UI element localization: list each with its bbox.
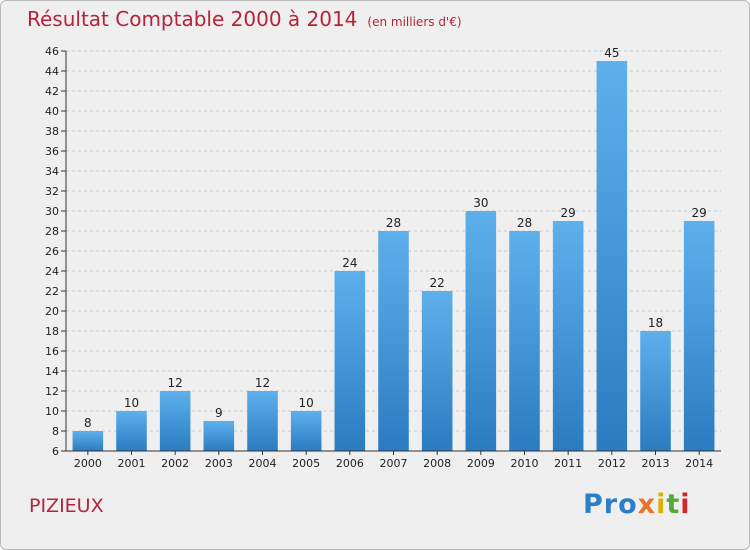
y-tick-label: 34 xyxy=(45,165,59,178)
bar-2007 xyxy=(378,231,409,451)
bar-2010 xyxy=(509,231,540,451)
x-tick-label: 2002 xyxy=(161,457,189,470)
y-tick-label: 40 xyxy=(45,105,59,118)
bar-value-label: 9 xyxy=(215,406,223,420)
y-tick-label: 42 xyxy=(45,85,59,98)
bar-value-label: 10 xyxy=(299,396,314,410)
bar-value-label: 22 xyxy=(430,276,445,290)
bar-2012 xyxy=(596,61,628,451)
bar-value-label: 29 xyxy=(561,206,576,220)
bar-value-label: 24 xyxy=(342,256,357,270)
y-tick-label: 36 xyxy=(45,145,59,158)
bars-group: 8 10 12 9 12 10 24 28 22 30 28 29 45 18 29 xyxy=(72,46,715,451)
y-tick-label: 32 xyxy=(45,185,59,198)
bar-2005 xyxy=(290,411,322,451)
bar-2003 xyxy=(203,421,235,451)
y-tick-label: 30 xyxy=(45,205,59,218)
bar-2011 xyxy=(552,221,584,451)
chart-title-text: Résultat Comptable 2000 à 2014 xyxy=(27,7,358,31)
bar-value-label: 12 xyxy=(255,376,270,390)
location-name: PIZIEUX xyxy=(29,495,104,517)
x-tick-label: 2003 xyxy=(205,457,233,470)
y-tick-label: 28 xyxy=(45,225,59,238)
x-tick-label: 2008 xyxy=(423,457,451,470)
x-tick-label: 2012 xyxy=(598,457,626,470)
y-tick-label: 24 xyxy=(45,265,59,278)
x-tick-label: 2010 xyxy=(511,457,539,470)
x-tick-label: 2004 xyxy=(249,457,277,470)
x-tick-label: 2005 xyxy=(292,457,320,470)
bar-value-label: 28 xyxy=(517,216,532,230)
bar-value-label: 10 xyxy=(124,396,139,410)
y-tick-label: 22 xyxy=(45,285,59,298)
bar-2006 xyxy=(334,271,366,451)
bar-value-label: 28 xyxy=(386,216,401,230)
bar-value-label: 30 xyxy=(473,196,488,210)
bar-2013 xyxy=(640,331,671,451)
bar-value-label: 12 xyxy=(168,376,183,390)
bar-2000 xyxy=(72,431,104,451)
bar-2009 xyxy=(465,211,497,451)
bar-2004 xyxy=(247,391,278,451)
bar-2001 xyxy=(116,411,147,451)
y-tick-label: 10 xyxy=(45,405,59,418)
chart-title: Résultat Comptable 2000 à 2014 (en millie… xyxy=(27,7,462,31)
x-tick-label: 2011 xyxy=(554,457,582,470)
bar-2002 xyxy=(159,391,191,451)
x-tick-label: 2013 xyxy=(642,457,670,470)
y-tick-label: 44 xyxy=(45,65,59,78)
bar-value-label: 29 xyxy=(692,206,707,220)
x-tick-label: 2006 xyxy=(336,457,364,470)
x-tick-label: 2014 xyxy=(685,457,713,470)
bar-2014 xyxy=(683,221,715,451)
bar-value-label: 8 xyxy=(84,416,92,430)
y-tick-label: 6 xyxy=(52,445,59,458)
y-tick-label: 16 xyxy=(45,345,59,358)
y-tick-label: 26 xyxy=(45,245,59,258)
x-tick-label: 2000 xyxy=(74,457,102,470)
x-tick-label: 2009 xyxy=(467,457,495,470)
y-tick-label: 12 xyxy=(45,385,59,398)
chart-subtitle: (en milliers d'€) xyxy=(367,15,462,29)
x-axis: 2000 2001 2002 2003 2004 2005 2006 2007 2008 2009… xyxy=(66,450,721,470)
x-tick-label: 2007 xyxy=(380,457,408,470)
y-tick-label: 46 xyxy=(45,45,59,58)
bar-2008 xyxy=(421,291,453,451)
bar-value-label: 45 xyxy=(604,46,619,60)
bar-value-label: 18 xyxy=(648,316,663,330)
proxiti-logo: Proxiti xyxy=(583,489,691,520)
y-axis: 6 8 10 12 14 16 18 20 22 24 26 28 30 32 34 36 38 40 42 44 46 xyxy=(45,45,67,458)
y-tick-label: 38 xyxy=(45,125,59,138)
x-tick-label: 2001 xyxy=(118,457,146,470)
y-tick-label: 18 xyxy=(45,325,59,338)
y-tick-label: 8 xyxy=(52,425,59,438)
y-tick-label: 20 xyxy=(45,305,59,318)
y-tick-label: 14 xyxy=(45,365,59,378)
